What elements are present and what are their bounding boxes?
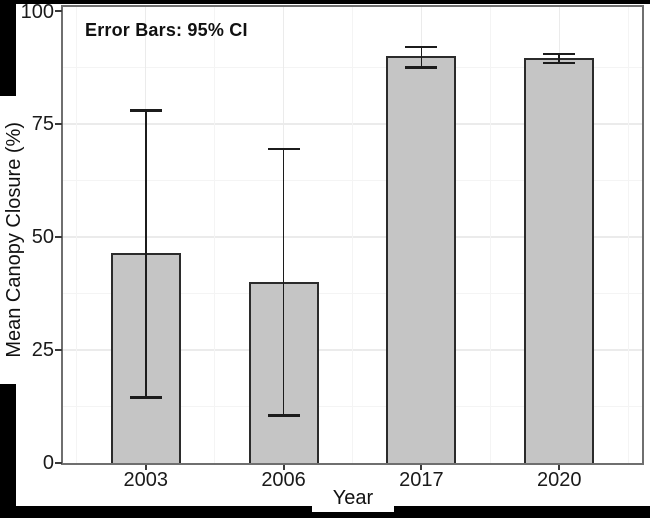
- error-bar-cap-bottom-2003: [129, 396, 162, 399]
- x-tick-mark: [282, 465, 285, 470]
- error-bar-line-2003: [144, 110, 147, 398]
- y-tick-mark: [55, 10, 62, 12]
- bar-2017: [386, 56, 457, 463]
- y-tick-label: 75: [31, 113, 54, 135]
- y-tick-mark: [55, 349, 62, 351]
- x-tick-label: 2017: [399, 469, 444, 491]
- gridline-minor-v: [76, 7, 78, 463]
- plot-panel: Error Bars: 95% CI: [61, 5, 644, 465]
- y-tick-label: 100: [20, 1, 54, 23]
- y-tick-mark: [55, 236, 62, 238]
- y-tick-label: 25: [31, 339, 54, 361]
- y-tick-mark: [55, 462, 62, 464]
- gridline-minor-v: [489, 7, 492, 463]
- error-bar-cap-bottom-2020: [543, 61, 576, 65]
- x-tick-label: 2020: [537, 469, 582, 491]
- x-tick-mark: [144, 465, 147, 470]
- y-tick-mark: [55, 123, 62, 125]
- y-axis-title-box: Mean Canopy Closure (%): [0, 96, 28, 384]
- x-tick-mark: [420, 465, 423, 470]
- error-bars-annotation: Error Bars: 95% CI: [85, 20, 248, 40]
- error-bar-line-2017: [420, 47, 423, 68]
- frame-bottom-bar: [0, 506, 650, 518]
- gridline-minor-v: [213, 7, 216, 463]
- x-tick-label: 2003: [123, 469, 168, 491]
- error-bar-cap-top-2003: [129, 109, 162, 112]
- x-tick-mark: [558, 465, 561, 470]
- error-bar-line-2006: [282, 148, 285, 416]
- error-bar-line-2020: [558, 53, 561, 63]
- y-tick-label: 0: [42, 452, 54, 474]
- frame-top-bar: [0, 0, 650, 4]
- x-axis-title: Year: [312, 486, 394, 512]
- error-bar-cap-top-2020: [543, 52, 576, 56]
- y-axis-title: Mean Canopy Closure (%): [3, 122, 25, 358]
- bar-2020: [524, 58, 595, 463]
- error-bar-cap-bottom-2006: [267, 414, 300, 417]
- error-bar-cap-top-2017: [405, 45, 438, 49]
- y-tick-label: 50: [31, 226, 54, 248]
- error-bar-cap-top-2006: [267, 147, 300, 151]
- error-bar-cap-bottom-2017: [405, 66, 438, 69]
- x-tick-label: 2006: [261, 469, 306, 491]
- gridline-minor-v: [627, 7, 629, 463]
- gridline-minor-v: [351, 7, 354, 463]
